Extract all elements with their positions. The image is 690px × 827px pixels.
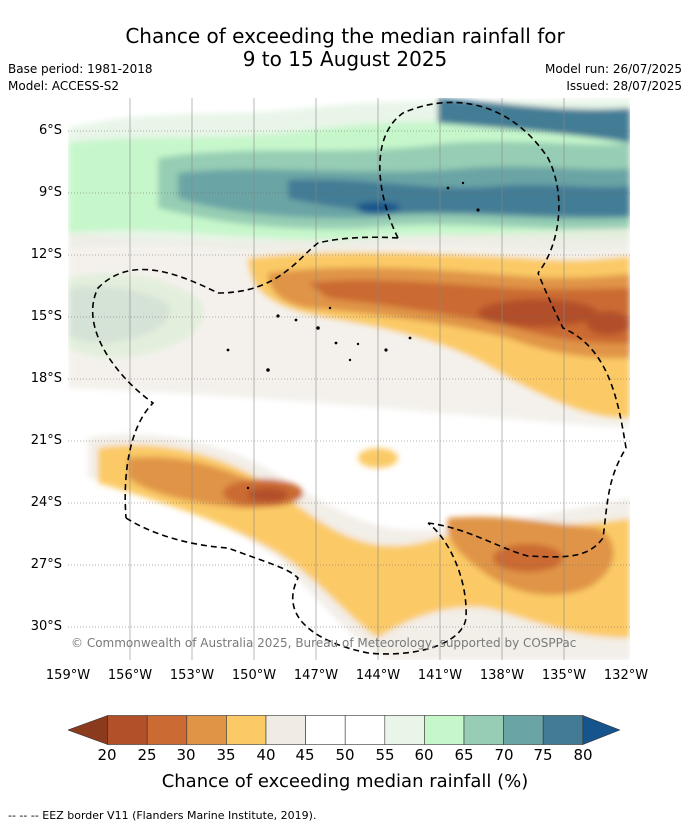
lat-label-27s: 27°S [30, 557, 62, 572]
colorbar-label-40: 40 [256, 746, 276, 764]
colorbar-title: Chance of exceeding median rainfall (%) [161, 771, 529, 792]
colorbar-swatch [542, 715, 584, 745]
base-period: Base period: 1981-2018 [8, 62, 153, 76]
colorbar-label-65: 65 [454, 746, 474, 764]
issued-date: Issued: 28/07/2025 [566, 79, 682, 93]
colorbar [68, 715, 621, 745]
lat-label-21s: 21°S [30, 433, 62, 448]
colorbar-swatch [265, 715, 306, 745]
colorbar-swatch [146, 715, 188, 745]
lon-label-153w: 153°W [169, 668, 215, 683]
model-run: Model run: 26/07/2025 [544, 62, 682, 76]
colorbar-swatch [226, 715, 267, 745]
colorbar-swatch [384, 715, 425, 745]
lon-label-147w: 147°W [293, 668, 339, 683]
colorbar-extend-low [68, 715, 108, 745]
lat-label-30s: 30°S [30, 619, 62, 634]
map-title-line1: Chance of exceeding the median rainfall … [125, 24, 565, 48]
colorbar-label-70: 70 [494, 746, 514, 764]
lon-label-132w: 132°W [603, 668, 649, 683]
lat-label-12s: 12°S [30, 247, 62, 262]
colorbar-swatch [503, 715, 544, 745]
colorbar-swatch [344, 715, 386, 745]
colorbar-swatch [107, 715, 148, 745]
colorbar-label-55: 55 [375, 746, 395, 764]
latitude-gridlines [68, 130, 630, 628]
colorbar-swatch [424, 715, 465, 745]
map-title-line2: 9 to 15 August 2025 [242, 47, 448, 71]
lat-label-24s: 24°S [30, 495, 62, 510]
colorbar-swatch [463, 715, 504, 745]
colorbar-swatch [186, 715, 227, 745]
lon-label-150w: 150°W [231, 668, 277, 683]
colorbar-label-30: 30 [176, 746, 196, 764]
lat-label-18s: 18°S [30, 371, 62, 386]
colorbar-extend-high [582, 715, 621, 745]
lon-label-138w: 138°W [479, 668, 525, 683]
lon-label-156w: 156°W [107, 668, 153, 683]
lat-label-9s: 9°S [38, 185, 62, 200]
lon-label-141w: 141°W [417, 668, 463, 683]
colorbar-label-45: 45 [295, 746, 315, 764]
eez-legend-note: -- -- -- EEZ border V11 (Flanders Marine… [8, 809, 317, 822]
eez-borders [91, 101, 627, 655]
rainfall-probability-map: © Commonwealth of Australia 2025, Bureau… [68, 98, 630, 660]
longitude-gridlines [129, 98, 565, 660]
lat-label-6s: 6°S [38, 123, 62, 138]
colorbar-label-50: 50 [335, 746, 355, 764]
colorbar-label-60: 60 [414, 746, 434, 764]
colorbar-label-35: 35 [216, 746, 236, 764]
colorbar-label-80: 80 [573, 746, 593, 764]
colorbar-label-25: 25 [137, 746, 157, 764]
lon-label-159w: 159°W [45, 668, 91, 683]
islands [226, 181, 480, 490]
model-name: Model: ACCESS-S2 [8, 79, 120, 93]
copyright-notice: © Commonwealth of Australia 2025, Bureau… [71, 636, 576, 650]
lon-label-144w: 144°W [355, 668, 401, 683]
colorbar-label-75: 75 [533, 746, 553, 764]
colorbar-swatch [305, 715, 346, 745]
lon-label-135w: 135°W [541, 668, 587, 683]
lat-label-15s: 15°S [30, 309, 62, 324]
colorbar-label-20: 20 [97, 746, 117, 764]
